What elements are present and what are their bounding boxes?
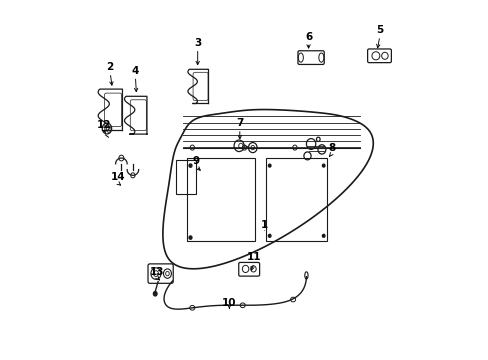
Text: 1: 1 <box>260 220 267 230</box>
Text: 6: 6 <box>305 32 311 42</box>
Text: 2: 2 <box>106 62 114 72</box>
Bar <box>186 158 255 241</box>
Ellipse shape <box>189 164 192 167</box>
Text: 8: 8 <box>327 143 335 153</box>
Ellipse shape <box>322 234 325 237</box>
Text: 5: 5 <box>375 25 383 35</box>
Text: 9: 9 <box>192 156 199 166</box>
Text: 4: 4 <box>131 66 139 76</box>
Text: 12: 12 <box>97 120 111 130</box>
Text: 14: 14 <box>110 172 125 182</box>
Text: 3: 3 <box>194 38 201 48</box>
Ellipse shape <box>268 164 270 167</box>
Ellipse shape <box>268 234 270 237</box>
Text: 7: 7 <box>236 118 243 128</box>
Ellipse shape <box>322 164 325 167</box>
Ellipse shape <box>153 292 157 296</box>
Polygon shape <box>163 109 372 269</box>
Bar <box>176 160 196 194</box>
Ellipse shape <box>189 236 192 239</box>
Text: 11: 11 <box>246 252 261 262</box>
Text: 10: 10 <box>222 298 236 308</box>
Text: 13: 13 <box>150 267 164 277</box>
Bar <box>265 158 326 241</box>
